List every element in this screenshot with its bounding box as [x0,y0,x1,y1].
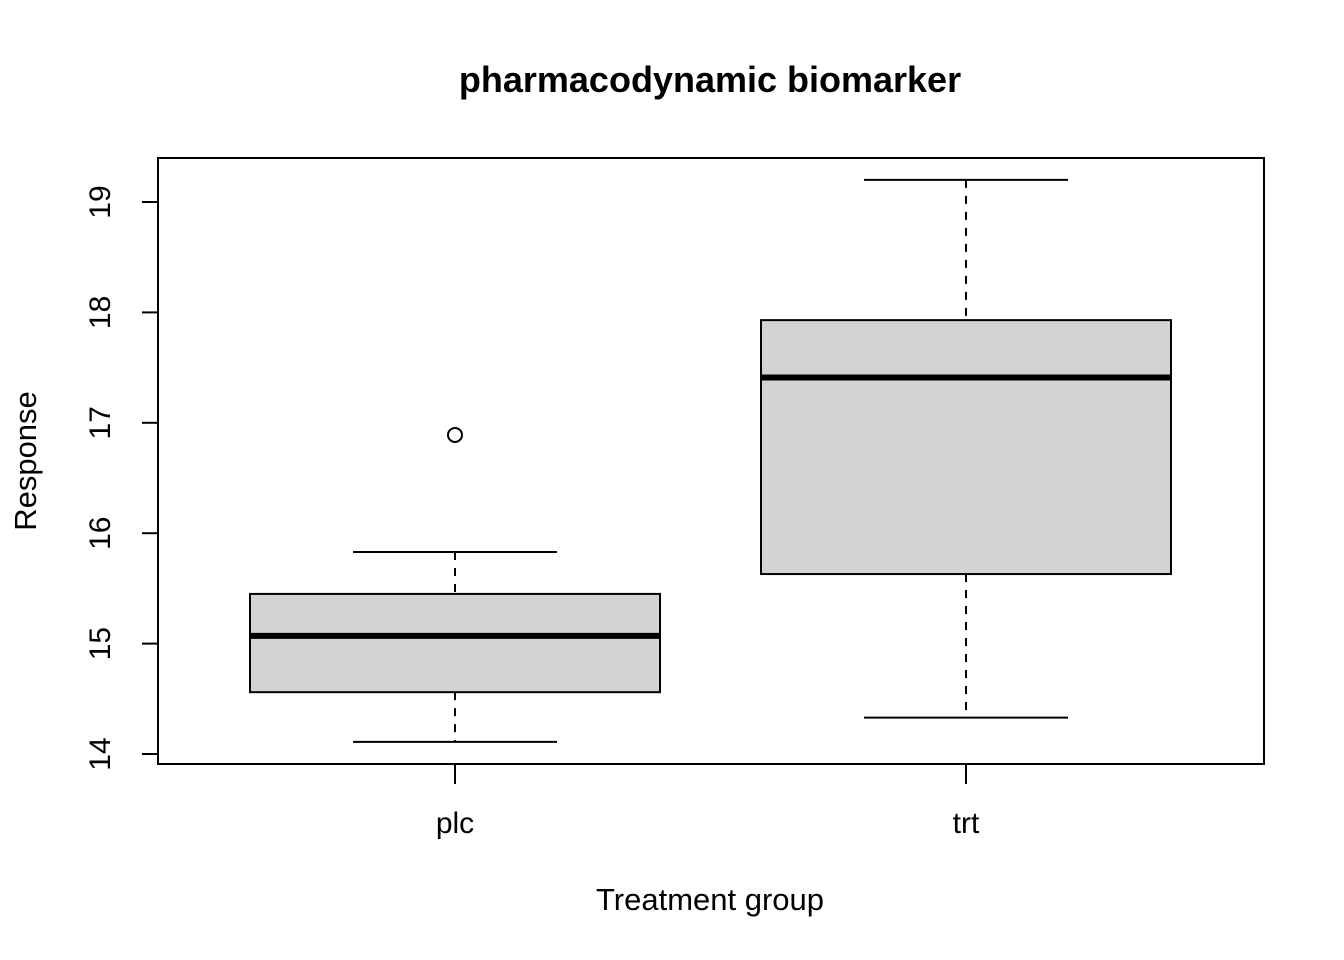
y-tick-label: 16 [84,517,117,550]
boxes-layer [250,180,1171,742]
iqr-box [761,320,1171,574]
box-group-trt [761,180,1171,718]
iqr-box [250,594,660,692]
outlier-point [448,428,462,442]
x-axis-label: Treatment group [596,882,824,917]
y-axis-label: Response [8,391,43,531]
y-tick-label: 19 [84,185,117,218]
x-tick-label-trt: trt [953,807,980,840]
y-tick-label: 14 [84,737,117,770]
y-tick-label: 15 [84,627,117,660]
chart-title: pharmacodynamic biomarker [459,59,961,100]
y-axis: 14 15 16 17 18 19 [84,185,158,770]
x-tick-label-plc: plc [436,807,474,840]
y-tick-label: 17 [84,406,117,439]
box-group-plc [250,428,660,742]
x-axis: plc trt [436,764,980,840]
y-tick-label: 18 [84,296,117,329]
